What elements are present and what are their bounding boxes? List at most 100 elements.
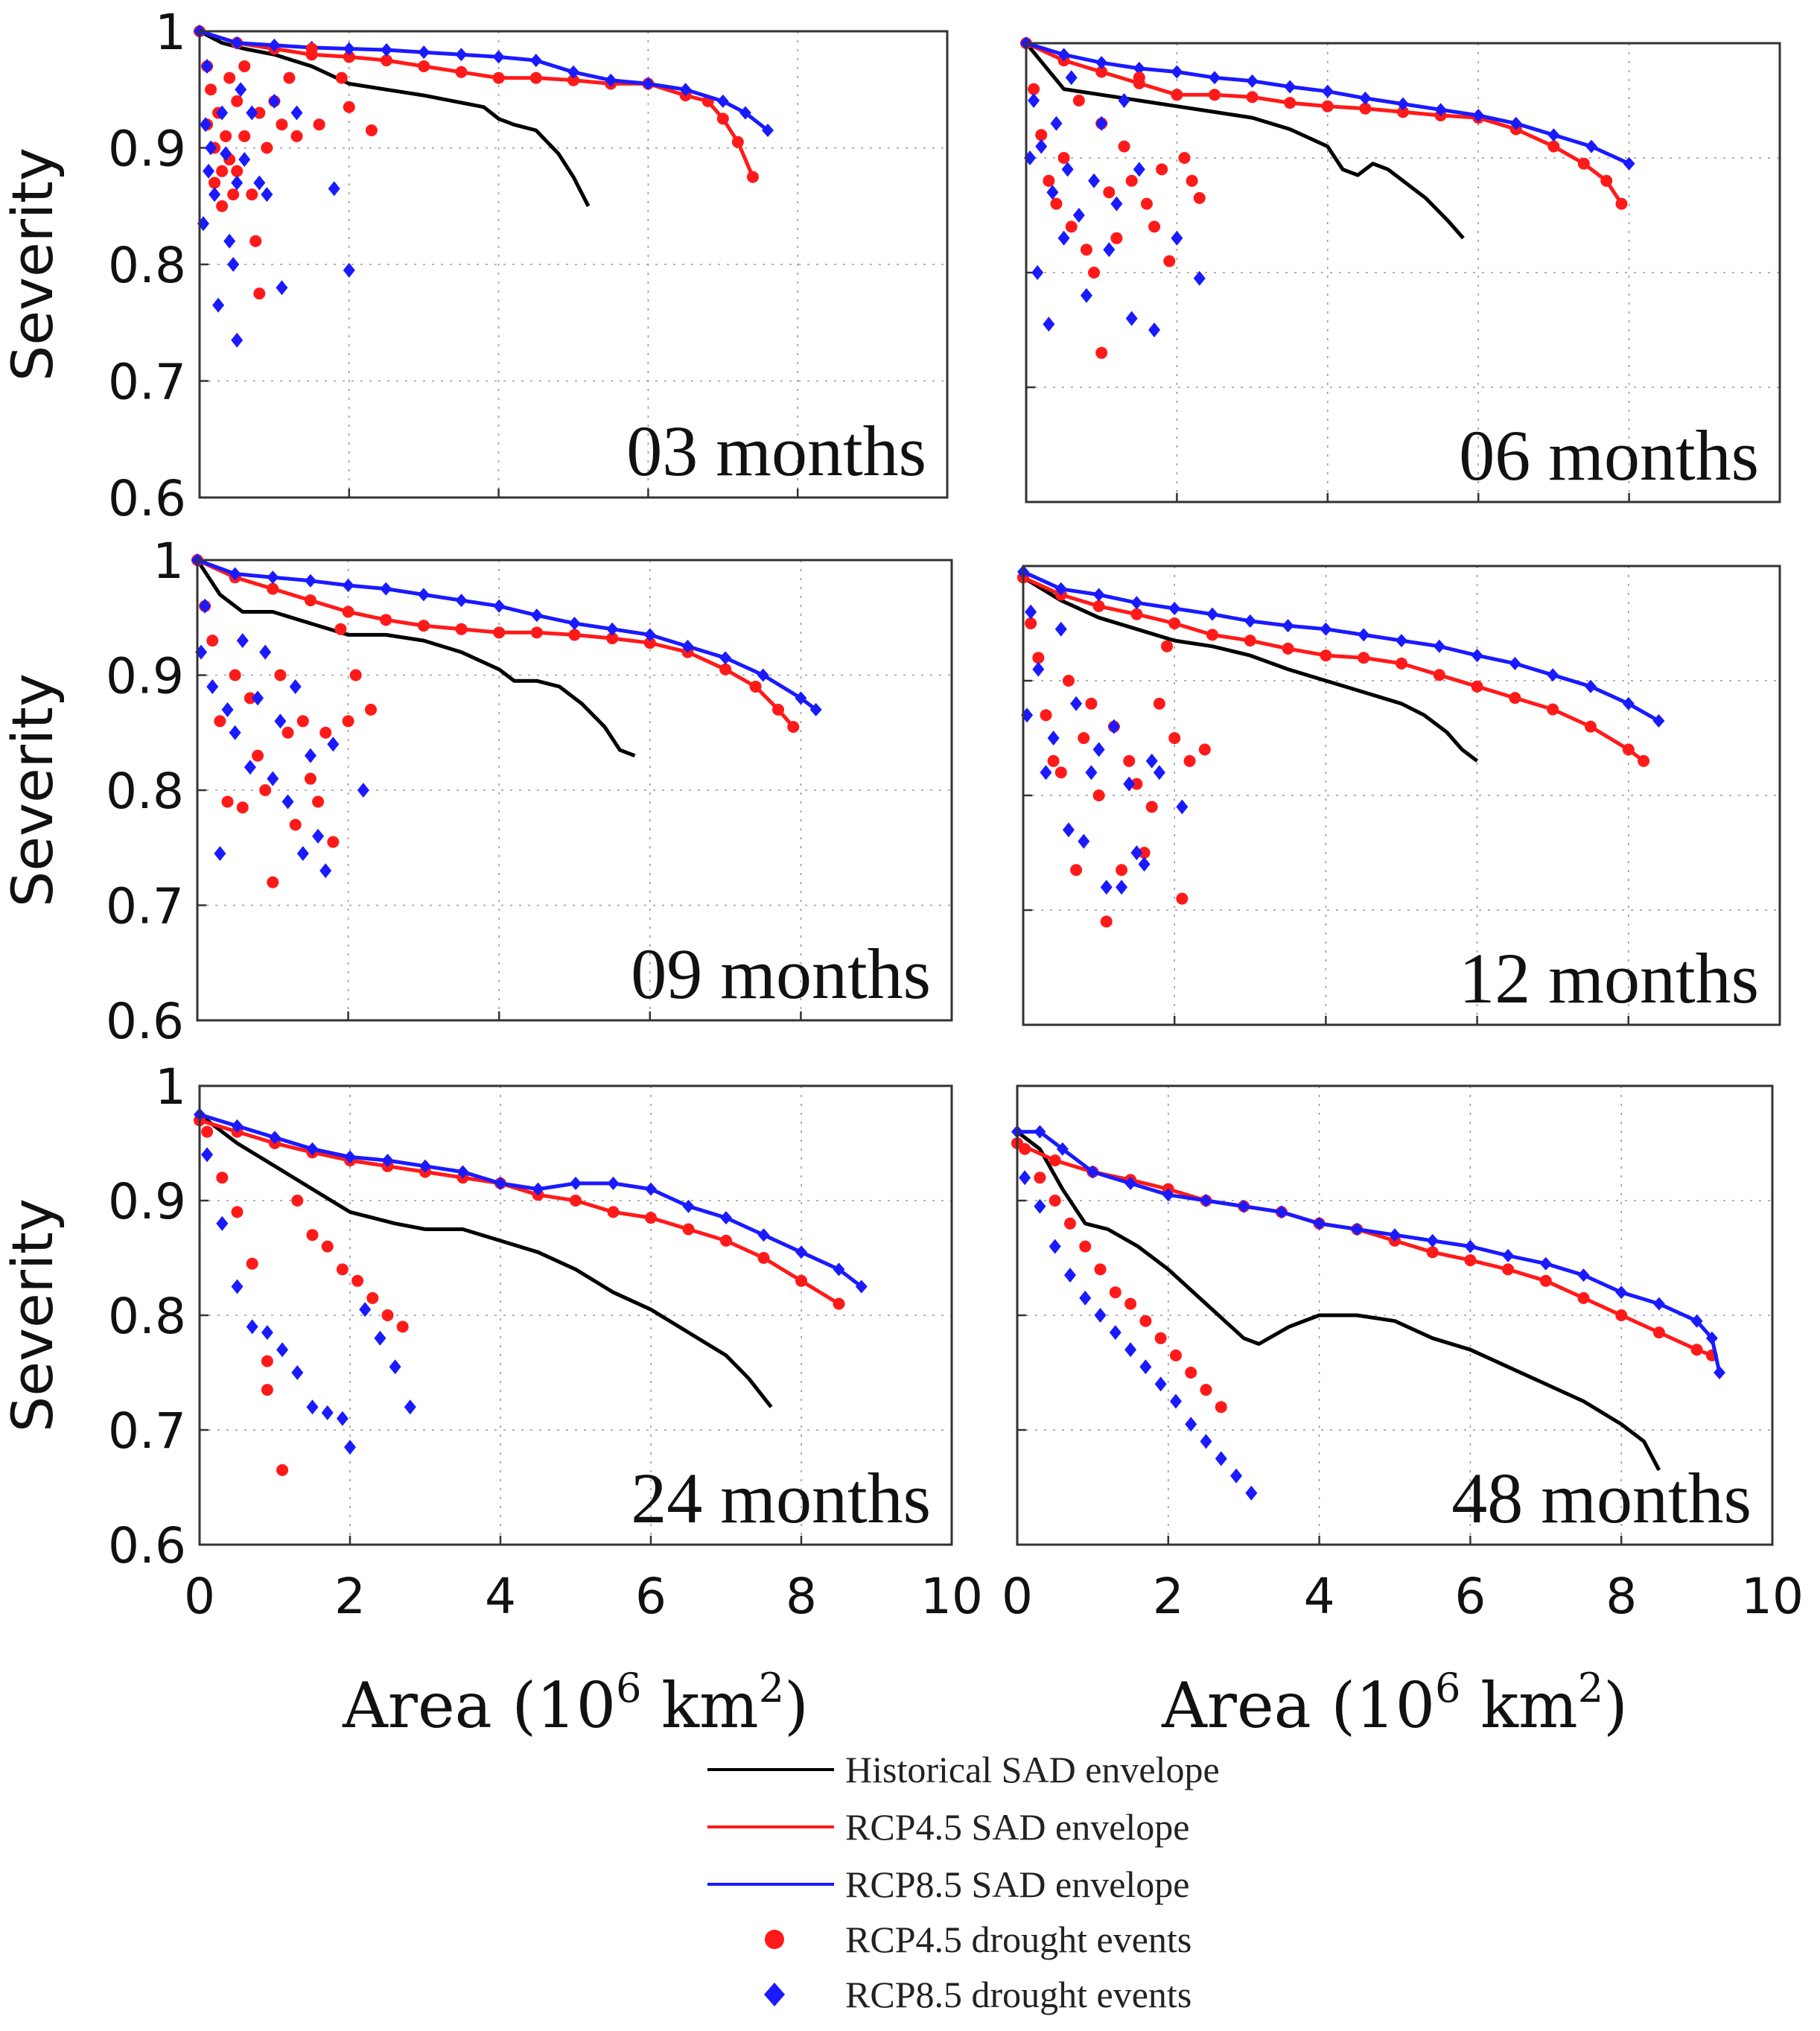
- event-point: [306, 1399, 319, 1415]
- line-historical-sad-envelope: [1016, 1130, 1661, 1472]
- series-historical-sad-envelope: [195, 559, 636, 758]
- envelope-marker: [716, 112, 729, 125]
- series-historical-sad-envelope: [1025, 42, 1465, 240]
- event-point: [1092, 789, 1105, 801]
- envelope-marker: [1615, 197, 1628, 210]
- envelope-marker: [492, 50, 505, 64]
- envelope-marker: [529, 54, 542, 68]
- panel-06-months: 06 months: [1020, 36, 1781, 503]
- event-point: [261, 1384, 273, 1396]
- event-point: [296, 845, 309, 861]
- event-point: [259, 784, 272, 796]
- x-tick-label: 4: [1304, 1568, 1335, 1625]
- envelope-marker: [1209, 89, 1221, 101]
- event-point: [1047, 754, 1060, 767]
- envelope-marker: [1547, 703, 1559, 716]
- event-point: [305, 42, 318, 55]
- line-rcp4-5-sad-envelope: [1016, 1141, 1713, 1358]
- event-point: [261, 142, 273, 154]
- event-point: [1072, 95, 1085, 107]
- x-tick-label: 2: [1153, 1568, 1184, 1625]
- series-rcp4-5-drought-events: [1028, 71, 1206, 359]
- envelope-marker: [1171, 89, 1183, 101]
- event-point: [253, 287, 266, 300]
- event-point: [246, 1319, 258, 1335]
- event-point: [1193, 270, 1206, 286]
- event-point: [1061, 162, 1074, 177]
- line-historical-sad-envelope: [1022, 576, 1479, 763]
- event-point: [1200, 1384, 1212, 1396]
- envelope-marker: [739, 106, 751, 120]
- event-point: [1049, 1195, 1061, 1207]
- event-point: [290, 105, 303, 121]
- envelope-marker: [344, 1150, 356, 1164]
- event-point: [246, 188, 258, 201]
- event-point: [274, 713, 287, 729]
- event-point: [313, 118, 325, 131]
- envelope-marker: [719, 651, 732, 665]
- envelope-marker: [1509, 116, 1522, 130]
- series-rcp8-5-drought-events: [1021, 604, 1189, 895]
- envelope-marker: [342, 578, 354, 592]
- envelope-marker: [682, 1199, 695, 1213]
- envelope-marker: [757, 668, 769, 682]
- envelope-marker: [1705, 1331, 1718, 1345]
- envelope-marker: [1092, 600, 1105, 612]
- event-point: [1034, 1198, 1046, 1214]
- event-point: [238, 60, 251, 72]
- event-point: [1100, 915, 1113, 928]
- event-point: [206, 635, 219, 647]
- event-point: [244, 760, 256, 775]
- event-point: [327, 737, 340, 752]
- envelope-marker: [1652, 1297, 1665, 1311]
- event-point: [344, 1440, 356, 1455]
- event-point: [1118, 93, 1130, 108]
- event-point: [1145, 801, 1158, 813]
- event-point: [1110, 232, 1123, 244]
- envelope-marker: [682, 1223, 695, 1236]
- envelope-marker: [455, 594, 468, 608]
- event-point: [1019, 1142, 1031, 1155]
- event-point: [1031, 265, 1044, 280]
- envelope-marker: [1615, 1285, 1628, 1300]
- envelope-marker: [1433, 669, 1445, 681]
- envelope-marker: [1652, 713, 1665, 728]
- axes-frame: [198, 1084, 953, 1546]
- envelope-marker: [642, 77, 655, 91]
- event-point: [366, 1291, 379, 1304]
- envelope-marker: [1471, 649, 1483, 663]
- envelope-marker: [381, 54, 392, 67]
- envelope-marker: [1313, 1216, 1326, 1230]
- event-point: [1198, 743, 1211, 756]
- event-point: [1124, 1297, 1137, 1310]
- event-point: [1139, 1359, 1152, 1375]
- y-tick-label: 0.7: [106, 878, 184, 935]
- series-rcp4-5-drought-events: [201, 42, 378, 300]
- envelope-marker: [731, 136, 744, 148]
- event-point: [1171, 230, 1183, 246]
- event-point: [349, 669, 362, 681]
- event-point: [1183, 754, 1196, 767]
- envelope-marker: [342, 606, 354, 618]
- event-point: [1043, 174, 1055, 187]
- envelope-marker: [1397, 97, 1409, 111]
- event-point: [1125, 311, 1138, 326]
- event-point: [1138, 847, 1151, 859]
- event-point: [235, 82, 247, 98]
- envelope-marker: [757, 1228, 770, 1242]
- label-part: Area (10: [1161, 1669, 1435, 1742]
- panel-09-months: 09 months 1 0.9 0.8 0.7 0.6 Severity: [0, 533, 953, 1050]
- event-point: [1092, 742, 1105, 757]
- envelope-marker: [1585, 720, 1597, 733]
- envelope-marker: [1509, 656, 1521, 670]
- envelope-marker: [1577, 1268, 1590, 1283]
- envelope-marker: [1282, 619, 1294, 633]
- x-tick-label: 0: [1002, 1568, 1033, 1625]
- envelope-marker: [1358, 652, 1370, 664]
- event-point: [1178, 152, 1191, 164]
- label-part: km: [1460, 1669, 1577, 1742]
- y-tick-label: 0.6: [108, 470, 186, 527]
- event-point: [1125, 174, 1138, 187]
- event-point: [1103, 186, 1116, 199]
- event-point: [374, 1330, 386, 1346]
